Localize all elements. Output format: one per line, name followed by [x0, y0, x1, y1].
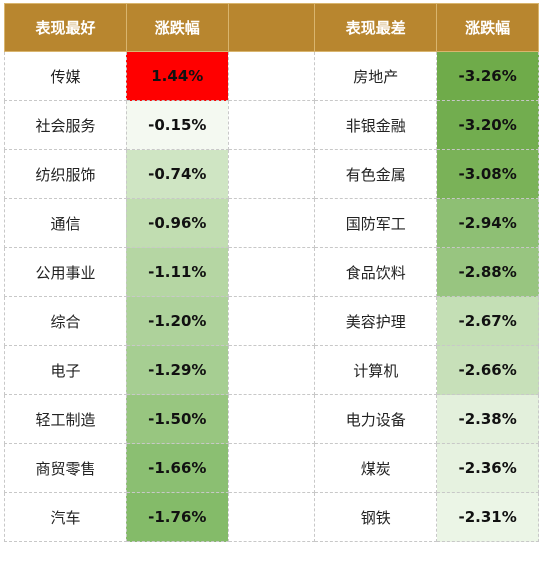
table-row: 商贸零售 -1.66% 煤炭 -2.36%	[4, 443, 539, 493]
worst-sector-name: 煤炭	[314, 443, 438, 493]
header-spacer	[227, 3, 316, 52]
spacer-cell	[227, 247, 316, 297]
worst-sector-name: 电力设备	[314, 394, 438, 444]
table-row: 汽车 -1.76% 钢铁 -2.31%	[4, 492, 539, 542]
best-header: 表现最好	[4, 3, 127, 52]
table-row: 轻工制造 -1.50% 电力设备 -2.38%	[4, 394, 539, 444]
worst-sector-change: -2.94%	[436, 198, 539, 248]
table-row: 传媒 1.44% 房地产 -3.26%	[4, 51, 539, 101]
table-row: 纺织服饰 -0.74% 有色金属 -3.08%	[4, 149, 539, 199]
best-sector-change: -1.20%	[125, 296, 229, 346]
best-sector-name: 商贸零售	[4, 443, 127, 493]
spacer-cell	[227, 394, 316, 444]
worst-sector-change: -3.26%	[436, 51, 539, 101]
worst-sector-change: -2.66%	[436, 345, 539, 395]
sector-performance-table: 表现最好 涨跌幅 表现最差 涨跌幅 传媒 1.44% 房地产 -3.26% 社会服务 -0…	[4, 3, 539, 542]
best-sector-change: -1.50%	[125, 394, 229, 444]
worst-sector-change: -2.36%	[436, 443, 539, 493]
worst-sector-change: -3.20%	[436, 100, 539, 150]
table-row: 公用事业 -1.11% 食品饮料 -2.88%	[4, 247, 539, 297]
worst-header: 表现最差	[314, 3, 438, 52]
best-sector-change: -0.74%	[125, 149, 229, 199]
best-sector-name: 通信	[4, 198, 127, 248]
spacer-cell	[227, 443, 316, 493]
spacer-cell	[227, 492, 316, 542]
worst-change-header: 涨跌幅	[436, 3, 539, 52]
table-row: 通信 -0.96% 国防军工 -2.94%	[4, 198, 539, 248]
best-sector-name: 传媒	[4, 51, 127, 101]
spacer-cell	[227, 296, 316, 346]
spacer-cell	[227, 149, 316, 199]
worst-sector-name: 非银金融	[314, 100, 438, 150]
best-sector-change: -1.76%	[125, 492, 229, 542]
worst-sector-name: 有色金属	[314, 149, 438, 199]
worst-sector-change: -2.88%	[436, 247, 539, 297]
best-sector-change: -1.66%	[125, 443, 229, 493]
worst-sector-name: 计算机	[314, 345, 438, 395]
best-sector-change: -1.29%	[125, 345, 229, 395]
best-sector-name: 纺织服饰	[4, 149, 127, 199]
worst-sector-name: 国防军工	[314, 198, 438, 248]
worst-sector-change: -2.67%	[436, 296, 539, 346]
table-row: 社会服务 -0.15% 非银金融 -3.20%	[4, 100, 539, 150]
best-sector-name: 汽车	[4, 492, 127, 542]
best-sector-name: 轻工制造	[4, 394, 127, 444]
worst-sector-name: 钢铁	[314, 492, 438, 542]
worst-sector-name: 美容护理	[314, 296, 438, 346]
best-sector-name: 电子	[4, 345, 127, 395]
spacer-cell	[227, 100, 316, 150]
worst-sector-change: -2.31%	[436, 492, 539, 542]
spacer-cell	[227, 345, 316, 395]
table-body: 传媒 1.44% 房地产 -3.26% 社会服务 -0.15% 非银金融 -3.20% 纺织服饰…	[4, 51, 539, 542]
worst-sector-change: -2.38%	[436, 394, 539, 444]
table-row: 综合 -1.20% 美容护理 -2.67%	[4, 296, 539, 346]
best-sector-change: -0.15%	[125, 100, 229, 150]
worst-sector-name: 食品饮料	[314, 247, 438, 297]
best-sector-name: 公用事业	[4, 247, 127, 297]
worst-sector-change: -3.08%	[436, 149, 539, 199]
best-sector-change: -1.11%	[125, 247, 229, 297]
worst-sector-name: 房地产	[314, 51, 438, 101]
best-change-header: 涨跌幅	[125, 3, 229, 52]
header-row: 表现最好 涨跌幅 表现最差 涨跌幅	[4, 3, 539, 52]
best-sector-name: 综合	[4, 296, 127, 346]
spacer-cell	[227, 51, 316, 101]
spacer-cell	[227, 198, 316, 248]
best-sector-name: 社会服务	[4, 100, 127, 150]
table-row: 电子 -1.29% 计算机 -2.66%	[4, 345, 539, 395]
best-sector-change: -0.96%	[125, 198, 229, 248]
best-sector-change: 1.44%	[125, 51, 229, 101]
